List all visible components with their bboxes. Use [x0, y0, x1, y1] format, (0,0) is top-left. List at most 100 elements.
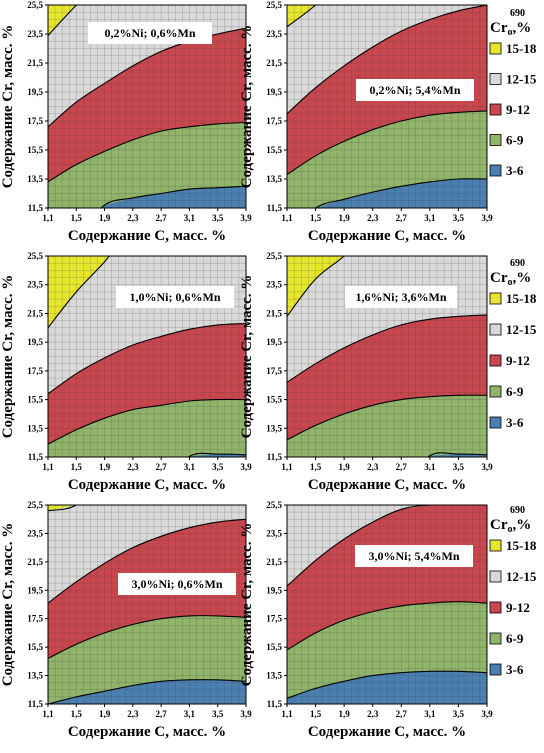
area-3-6: [48, 679, 246, 704]
boundary-line: [100, 185, 246, 208]
legend-swatch: [489, 539, 502, 552]
y-tick-label: 15,5: [27, 642, 43, 652]
boundary-line: [427, 452, 487, 457]
x-tick-label: 1,1: [42, 709, 54, 719]
legend-entry-label: 12-15: [506, 569, 537, 584]
legend-entry-label: 9-12: [506, 600, 530, 615]
area-6-9: [48, 399, 246, 457]
legend-entry-label: 6-9: [506, 384, 524, 399]
panel-label-box: [345, 286, 457, 308]
x-tick-label: 2,7: [396, 462, 408, 472]
y-tick-label: 17,5: [266, 366, 282, 376]
x-tick-label: 1,9: [339, 213, 351, 223]
area-6-9: [48, 122, 246, 208]
panel-5: 1,1 1,5 1,9 2,3 2,7 3,1 3,5 3,9 11,5 13,5 15,5 17,5…: [0, 500, 252, 740]
panel-label-box: [356, 79, 474, 101]
y-tick-label: 21,5: [27, 308, 43, 318]
panel-areas: [287, 5, 487, 208]
area-3-6: [287, 671, 487, 704]
x-tick-label: 2,7: [156, 462, 168, 472]
panel-label: 0,2%Ni; 0,6%Mn: [105, 26, 196, 40]
x-tick-label: 1,1: [42, 462, 54, 472]
y-tick-label: 21,5: [266, 557, 282, 567]
panel-label-box: [116, 286, 234, 308]
legend-title: Cro,%: [490, 517, 531, 535]
legend-title-sup: 690: [510, 8, 525, 19]
x-tick-label: 1,1: [281, 462, 293, 472]
y-tick-label: 15,5: [27, 395, 43, 405]
boundary-line: [48, 256, 110, 329]
y-tick-label: 23,5: [266, 29, 282, 39]
y-tick-label: 11,5: [267, 203, 283, 213]
y-tick-label: 25,5: [266, 500, 282, 510]
boundary-line: [314, 178, 487, 208]
x-tick-label: 2,3: [367, 462, 379, 472]
boundary-line: [287, 314, 487, 383]
boundary-line: [48, 615, 246, 659]
x-tick-label: 2,7: [396, 709, 408, 719]
plot-frame: [47, 504, 247, 705]
legend-swatch: [489, 385, 502, 398]
y-tick-label: 23,5: [266, 528, 282, 538]
boundary-lines: [287, 505, 487, 699]
boundary-line: [48, 518, 246, 604]
panel-4: 1,1 1,5 1,9 2,3 2,7 3,1 3,5 3,9 11,5 13,5 15,5 17,5…: [239, 251, 493, 493]
y-tick-label: 21,5: [27, 58, 43, 68]
x-tick-label: 3,9: [240, 462, 252, 472]
panel-label-box: [88, 22, 212, 44]
x-tick-label: 3,9: [481, 462, 493, 472]
y-tick-label: 23,5: [27, 280, 43, 290]
panel-label-box: [118, 573, 236, 595]
boundary-line: [287, 110, 487, 176]
legend-swatch: [489, 663, 502, 676]
legend-swatch: [489, 570, 502, 583]
x-axis-label: Содержание С, масс. %: [68, 228, 226, 244]
y-tick-label: 19,5: [27, 87, 43, 97]
panel-label: 1,6%Ni; 3,6%Mn: [356, 290, 447, 304]
boundary-line: [48, 121, 246, 183]
legend-entry-label: 15-18: [506, 538, 537, 553]
legend-entry-label: 15-18: [506, 41, 537, 56]
legend-swatch: [489, 134, 502, 146]
panel-2: 1,1 1,5 1,9 2,3 2,7 3,1 3,5 3,9 11,5 13,5 15,5 17,5…: [239, 0, 493, 244]
y-tick-label: 11,5: [28, 203, 44, 213]
y-tick-label: 25,5: [266, 251, 282, 261]
panel-label: 3,0%Ni; 5,4%Mn: [369, 549, 460, 563]
legend-entry-label: 12-15: [506, 322, 537, 337]
y-tick-label: 15,5: [266, 145, 282, 155]
legend-entry-label: 12-15: [506, 72, 537, 87]
plot-frame: [47, 255, 247, 458]
x-tick-label: 2,3: [127, 213, 139, 223]
x-tick-label: 3,5: [212, 462, 224, 472]
x-tick-label: 3,1: [424, 462, 436, 472]
x-tick-label: 2,7: [156, 213, 168, 223]
x-tick-label: 3,9: [240, 709, 252, 719]
y-tick-label: 13,5: [27, 671, 43, 681]
x-tick-label: 1,1: [281, 709, 293, 719]
x-tick-label: 3,5: [453, 462, 465, 472]
y-tick-label: 15,5: [266, 642, 282, 652]
x-tick-label: 1,5: [310, 213, 322, 223]
x-tick-label: 1,5: [310, 462, 322, 472]
x-tick-label: 1,5: [71, 213, 83, 223]
plot-frame: [286, 504, 488, 705]
boundary-lines: [48, 505, 246, 704]
legend-swatch: [489, 164, 502, 177]
boundary-line: [287, 670, 487, 699]
plot-frame: [47, 4, 247, 209]
legend-entry-label: 9-12: [506, 102, 530, 117]
x-axis-label: Содержание С, масс. %: [308, 724, 466, 740]
area-3-6: [315, 179, 487, 208]
y-tick-label: 23,5: [27, 29, 43, 39]
y-tick-label: 11,5: [267, 452, 283, 462]
x-tick-label: 3,5: [453, 213, 465, 223]
legend-entry-label: 6-9: [506, 631, 524, 646]
x-tick-label: 2,3: [367, 213, 379, 223]
boundary-line: [48, 27, 246, 128]
boundary-line: [287, 256, 345, 317]
legend-swatch: [489, 292, 502, 305]
y-axis-label: Содержание Cr, масс. %: [239, 25, 255, 189]
grid: [287, 256, 487, 457]
